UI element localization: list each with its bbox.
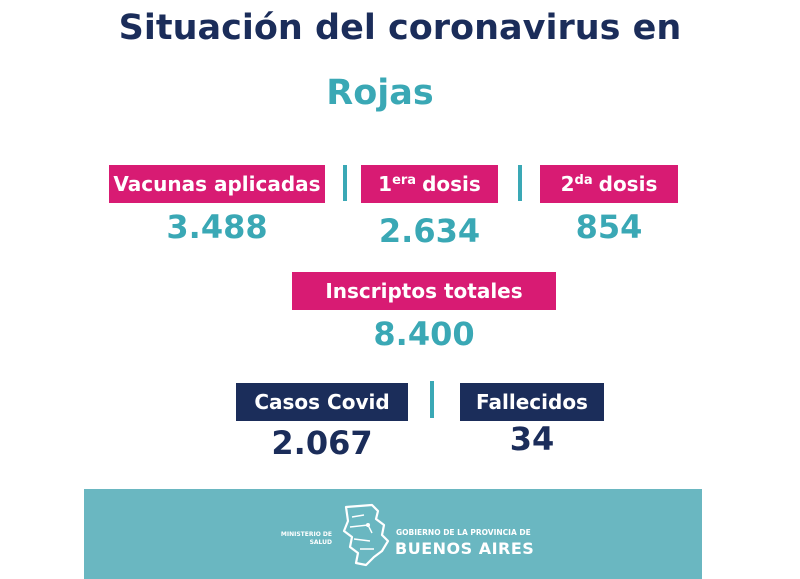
fallecidos-value: 34 xyxy=(509,420,555,458)
primera-dosis-label: 1 era dosis xyxy=(361,165,498,203)
primera-dosis-text: dosis xyxy=(422,172,481,196)
location-name: Rojas xyxy=(326,73,434,113)
casos-covid-label: Casos Covid xyxy=(236,383,408,421)
primera-dosis-superscript: era xyxy=(392,172,417,188)
inscriptos-totales-label-text: Inscriptos totales xyxy=(325,279,523,303)
province-name: BUENOS AIRES xyxy=(395,539,535,558)
page-title: Situación del coronavirus en xyxy=(118,8,682,48)
separator xyxy=(430,381,434,418)
casos-covid-label-text: Casos Covid xyxy=(254,390,390,414)
primera-dosis-number: 1 xyxy=(378,172,393,196)
separator xyxy=(518,165,522,201)
segunda-dosis-superscript: da xyxy=(574,172,593,188)
government-label: GOBIERNO DE LA PROVINCIA DE xyxy=(396,528,531,537)
segunda-dosis-label: 2 da dosis xyxy=(540,165,678,203)
ministry-line-1: MINISTERIO DE xyxy=(280,531,332,538)
separator xyxy=(343,165,347,201)
fallecidos-label-text: Fallecidos xyxy=(476,390,588,414)
inscriptos-totales-value: 8.400 xyxy=(373,315,475,353)
vacunas-aplicadas-value: 3.488 xyxy=(166,208,268,246)
ministry-line-2: SALUD xyxy=(309,539,332,546)
segunda-dosis-text: dosis xyxy=(598,172,658,196)
province-map-icon xyxy=(342,503,390,567)
inscriptos-totales-label: Inscriptos totales xyxy=(292,272,556,310)
footer-banner: MINISTERIO DE SALUD GOBIERNO DE LA PROVI… xyxy=(84,489,702,579)
vacunas-aplicadas-label: Vacunas aplicadas xyxy=(109,165,325,203)
ministry-label: MINISTERIO DE SALUD xyxy=(264,531,332,547)
segunda-dosis-number: 2 xyxy=(560,172,575,196)
primera-dosis-value: 2.634 xyxy=(378,212,481,250)
fallecidos-label: Fallecidos xyxy=(460,383,604,421)
casos-covid-value: 2.067 xyxy=(271,424,373,462)
vacunas-aplicadas-label-text: Vacunas aplicadas xyxy=(113,172,321,196)
segunda-dosis-value: 854 xyxy=(575,208,643,246)
